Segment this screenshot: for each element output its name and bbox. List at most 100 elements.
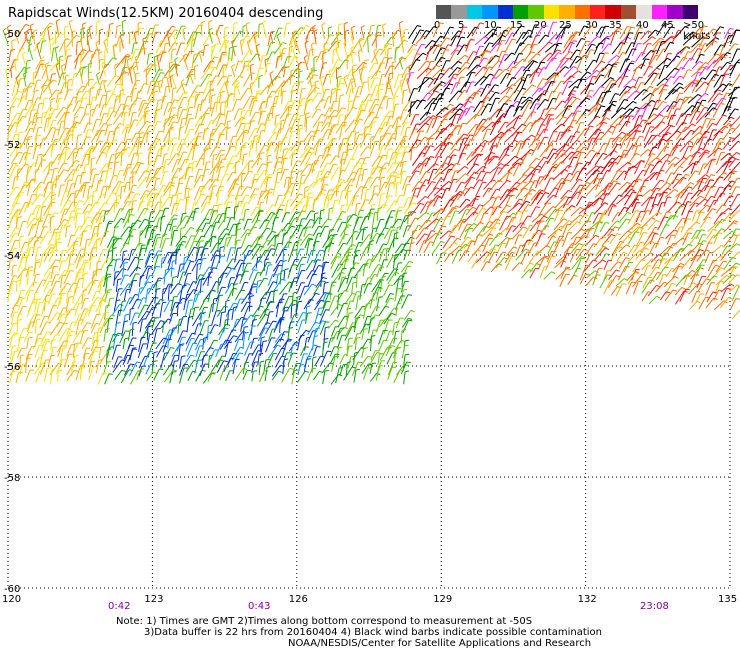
wind-barb: [378, 227, 385, 238]
wind-barb: [432, 178, 441, 190]
wind-barb-feather: [623, 153, 629, 156]
wind-barb: [530, 206, 537, 216]
legend-swatch: [590, 5, 606, 19]
wind-barb: [59, 191, 66, 207]
wind-barb: [55, 65, 61, 79]
wind-barb-feather: [336, 184, 342, 187]
wind-barb-feather: [190, 128, 195, 131]
wind-barb-feather: [577, 110, 582, 112]
wind-barb: [555, 116, 564, 126]
wind-barb-feather: [374, 62, 379, 65]
wind-barb: [712, 53, 725, 64]
wind-barb-feather: [210, 66, 215, 69]
wind-barb: [402, 113, 409, 126]
wind-barb-feather: [679, 165, 684, 169]
wind-barb: [723, 28, 731, 39]
wind-barb-feather: [262, 100, 267, 103]
wind-barb: [338, 234, 345, 247]
wind-barb: [691, 61, 700, 70]
wind-barb-feather: [591, 212, 596, 214]
wind-barb-feather: [299, 193, 304, 196]
wind-barb: [634, 169, 644, 183]
wind-barb-feather: [204, 127, 209, 130]
wind-barb: [73, 175, 78, 189]
wind-barb-feather: [507, 189, 512, 192]
wind-barb: [728, 158, 736, 168]
wind-barb-feather: [498, 60, 503, 63]
wind-barb-feather: [99, 140, 104, 143]
wind-barb-feather: [425, 30, 430, 33]
wind-barb-feather: [576, 221, 581, 224]
legend-label: 25: [559, 20, 572, 31]
wind-barb: [337, 95, 341, 111]
wind-barb-feather: [512, 26, 517, 29]
wind-barb-feather: [624, 75, 629, 78]
wind-barb-feather: [245, 208, 250, 211]
wind-barb: [672, 138, 682, 151]
wind-barb-feather: [614, 226, 619, 229]
wind-barb-feather: [112, 236, 117, 238]
wind-barb-feather: [635, 198, 640, 201]
wind-barb-feather: [609, 161, 614, 164]
wind-barb: [327, 229, 331, 241]
wind-barb-feather: [90, 87, 95, 89]
wind-barb-feather: [33, 70, 38, 74]
wind-barb: [303, 100, 307, 116]
wind-barb-feather: [399, 56, 403, 60]
wind-barb-feather: [226, 127, 232, 129]
wind-barb-feather: [572, 66, 578, 69]
wind-barb-feather: [79, 200, 84, 202]
wind-barb-feather: [631, 60, 636, 63]
wind-barb: [24, 100, 30, 110]
wind-barb: [96, 223, 100, 237]
wind-barb: [530, 35, 537, 49]
wind-barb: [440, 163, 452, 174]
wind-barb-feather: [402, 57, 407, 60]
wind-barb-feather: [363, 168, 368, 171]
wind-barb-feather: [730, 116, 735, 120]
wind-barb: [551, 72, 558, 86]
wind-barb: [487, 179, 499, 193]
wind-barb: [130, 89, 134, 102]
wind-barb-feather: [552, 148, 557, 151]
wind-barb: [266, 79, 273, 95]
wind-barb-feather: [504, 95, 510, 98]
wind-barb: [563, 66, 574, 78]
wind-barb: [251, 135, 256, 149]
wind-barb-feather: [221, 149, 226, 152]
wind-barb: [471, 128, 477, 142]
wind-barb-feather: [552, 166, 557, 169]
wind-barb: [504, 131, 517, 143]
wind-barb-feather: [519, 162, 524, 164]
wind-barb-feather: [370, 24, 375, 27]
wind-barb: [419, 171, 427, 183]
wind-barb-feather: [692, 105, 697, 108]
wind-barb: [259, 176, 267, 189]
wind-barb: [394, 206, 400, 217]
wind-barb: [14, 32, 20, 44]
wind-barb-feather: [402, 170, 407, 173]
wind-barb: [356, 104, 362, 120]
wind-barb: [43, 127, 53, 141]
wind-barb-feather: [598, 212, 603, 215]
wind-barb: [419, 162, 425, 175]
wind-barb: [713, 44, 722, 56]
wind-barb: [703, 40, 715, 53]
wind-barb-feather: [95, 40, 100, 44]
wind-barb: [183, 216, 190, 229]
wind-barb: [592, 60, 602, 73]
wind-barb: [209, 236, 213, 248]
wind-barb-feather: [489, 42, 494, 45]
wind-barb: [288, 149, 296, 159]
wind-barb: [595, 117, 607, 127]
wind-barb: [315, 189, 323, 200]
wind-barb: [689, 138, 699, 152]
wind-barb: [403, 197, 409, 208]
wind-barb: [98, 163, 107, 175]
wind-barb: [643, 197, 651, 213]
wind-barb: [255, 236, 260, 248]
wind-barb-feather: [129, 176, 135, 179]
wind-barb: [7, 126, 10, 142]
wind-barb: [265, 204, 273, 215]
wind-barb: [491, 34, 503, 48]
